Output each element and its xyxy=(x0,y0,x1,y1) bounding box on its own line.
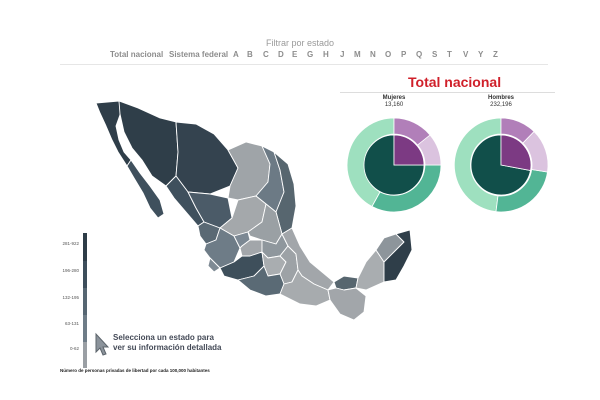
state-chihuahua[interactable] xyxy=(175,121,239,195)
legend-swatch-281-922 xyxy=(83,233,87,261)
filter-option-p[interactable]: P xyxy=(401,50,407,59)
men-inner-segment-dark-purple[interactable] xyxy=(500,134,532,171)
legend-swatch-63-131 xyxy=(83,315,87,342)
state-baja-california-sur[interactable] xyxy=(126,159,165,219)
filter-option-z[interactable]: Z xyxy=(493,50,498,59)
women-outer-ring xyxy=(346,117,442,213)
men-outer-ring xyxy=(453,117,549,213)
filter-option-g[interactable]: G xyxy=(307,50,314,59)
filter-option-o[interactable]: O xyxy=(385,50,392,59)
filter-option-sistema-federal[interactable]: Sistema federal xyxy=(169,50,229,59)
legend-tick-4: 63-131 xyxy=(64,321,79,326)
legend-swatch-0-62 xyxy=(83,342,87,368)
men-outer-segment-mid-purple[interactable] xyxy=(500,117,535,144)
women-donut-label: Mujeres 13,160 xyxy=(354,95,434,109)
women-total: 13,160 xyxy=(384,102,404,108)
filter-option-b[interactable]: B xyxy=(247,50,253,59)
map-footnote: Número de personas privadas de libertad … xyxy=(60,368,210,373)
filter-option-s[interactable]: S xyxy=(432,50,438,59)
legend-tick-3: 132-195 xyxy=(62,295,79,300)
filter-option-m[interactable]: M xyxy=(354,50,361,59)
filter-option-a[interactable]: A xyxy=(233,50,239,59)
legend-tick-5: 0-62 xyxy=(69,346,79,351)
filter-option-t[interactable]: T xyxy=(447,50,452,59)
select-state-hint: Selecciona un estado para ver su informa… xyxy=(113,333,222,352)
national-divider xyxy=(340,92,555,93)
state-sonora[interactable] xyxy=(118,100,179,187)
state-colima[interactable] xyxy=(207,257,221,273)
filter-option-n[interactable]: N xyxy=(370,50,376,59)
filter-option-j[interactable]: J xyxy=(340,50,345,59)
state-guerrero[interactable] xyxy=(237,265,285,297)
state-filter-bar: Total nacional Sistema federal A B C D E… xyxy=(60,50,548,65)
filter-option-total-nacional[interactable]: Total nacional xyxy=(110,50,164,59)
men-total: 232,196 xyxy=(490,102,512,108)
filter-option-c[interactable]: C xyxy=(263,50,269,59)
filter-option-y[interactable]: Y xyxy=(478,50,484,59)
state-quintana-roo[interactable] xyxy=(383,229,413,283)
state-chiapas[interactable] xyxy=(327,287,367,321)
women-donut-chart[interactable] xyxy=(346,117,442,213)
filter-option-e[interactable]: E xyxy=(292,50,298,59)
men-donut-chart[interactable] xyxy=(453,117,549,213)
filter-option-q[interactable]: Q xyxy=(416,50,423,59)
filter-option-h[interactable]: H xyxy=(323,50,329,59)
legend-swatch-196-280 xyxy=(83,261,87,288)
legend-tick-2: 196-280 xyxy=(62,268,79,273)
women-label: Mujeres xyxy=(382,95,406,101)
legend-swatch-132-195 xyxy=(83,288,87,315)
men-inner-ring xyxy=(470,134,532,196)
state-jalisco[interactable] xyxy=(203,227,241,269)
women-inner-segment-dark-green[interactable] xyxy=(363,134,425,196)
filter-option-d[interactable]: D xyxy=(278,50,284,59)
women-inner-ring xyxy=(363,134,425,196)
filter-option-v[interactable]: V xyxy=(463,50,469,59)
legend-tick-1: 281-922 xyxy=(62,241,79,246)
women-outer-segment-mid-purple[interactable] xyxy=(393,117,431,146)
national-title: Total nacional xyxy=(408,74,502,90)
legend-color-scale xyxy=(83,233,87,368)
men-donut-label: Hombres 232,196 xyxy=(461,95,541,109)
women-inner-segment-dark-purple[interactable] xyxy=(393,134,425,166)
filter-title: Filtrar por estado xyxy=(265,38,335,48)
men-label: Hombres xyxy=(487,95,514,101)
cursor-pointer-icon xyxy=(95,332,110,356)
